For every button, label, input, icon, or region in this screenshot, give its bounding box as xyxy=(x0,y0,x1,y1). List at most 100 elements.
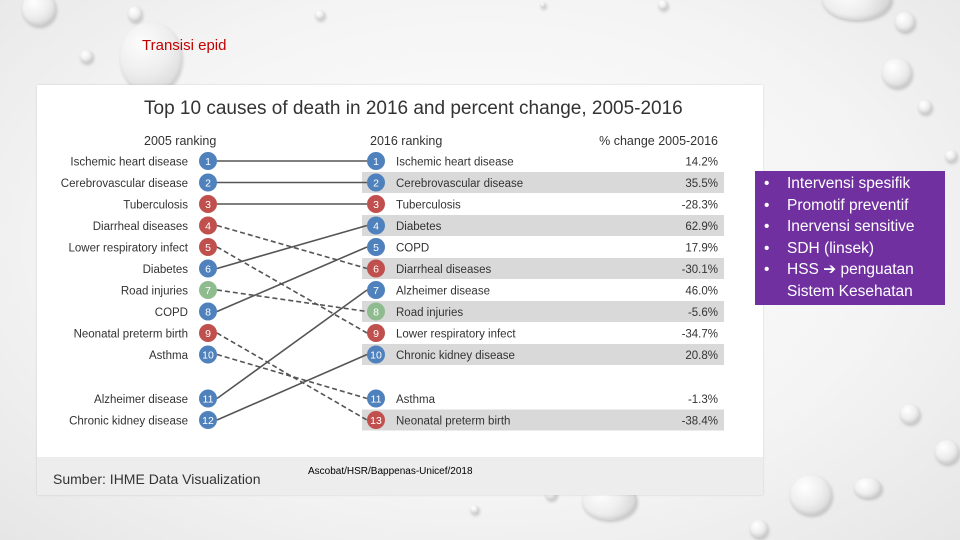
percent-change-value: 35.5% xyxy=(685,178,718,190)
connector-line xyxy=(216,246,368,313)
rank-badge-2005 xyxy=(199,238,217,256)
rank-number-2005: 4 xyxy=(205,221,211,233)
rank-badge-2005 xyxy=(199,259,217,278)
rank-badge-2005 xyxy=(199,324,217,342)
bullet-text: Inervensi sensitive xyxy=(787,218,915,235)
bullet-item: • HSS ➔ penguatan xyxy=(760,259,941,281)
percent-change-value: 20.8% xyxy=(685,350,718,362)
rank-badge-2016 xyxy=(367,411,385,429)
connector-line xyxy=(216,224,368,270)
water-droplet xyxy=(315,10,325,20)
water-droplet xyxy=(945,150,957,162)
bullet-text: SDH (linsek) xyxy=(787,239,874,257)
water-droplet xyxy=(895,12,915,32)
connector-line xyxy=(216,289,368,400)
rank-badge-2005 xyxy=(199,389,217,408)
rank-number-2016: 9 xyxy=(373,328,379,340)
rank-badge-2005 xyxy=(199,173,217,192)
cause-label-2005: Asthma xyxy=(149,350,189,362)
rank-badge-2005 xyxy=(199,411,217,429)
cause-label-2005: Neonatal preterm birth xyxy=(74,329,188,341)
connector-line xyxy=(216,332,368,421)
rank-badge-2016 xyxy=(367,281,385,299)
water-droplet xyxy=(22,0,56,26)
bullet-item: • SDH (linsek) xyxy=(760,238,941,260)
percent-change-value: -34.7% xyxy=(682,329,718,341)
rank-number-2016: 8 xyxy=(373,307,379,319)
cause-label-2005: COPD xyxy=(155,307,188,319)
header-2005-ranking: 2005 ranking xyxy=(144,134,216,148)
rank-badge-2016 xyxy=(367,259,385,278)
connector-line xyxy=(216,353,368,421)
bullet-dot: • xyxy=(764,175,770,192)
connector-line xyxy=(216,224,368,270)
rank-number-2016: 7 xyxy=(373,285,379,297)
water-droplet xyxy=(935,440,959,464)
rank-change-chart: Top 10 causes of death in 2016 and perce… xyxy=(37,85,763,495)
cause-label-2016: Lower respiratory infect xyxy=(396,329,516,341)
chart-image: Top 10 causes of death in 2016 and perce… xyxy=(37,85,763,495)
cause-label-2005: Lower respiratory infect xyxy=(68,243,188,255)
image-credit: Ascobat/HSR/Bappenas-Unicef/2018 xyxy=(308,466,473,477)
chart-title: Top 10 causes of death in 2016 and perce… xyxy=(144,98,683,119)
row-shade xyxy=(362,344,724,365)
rank-number-2016: 13 xyxy=(370,415,382,427)
percent-change-value: 46.0% xyxy=(685,286,718,298)
water-droplet xyxy=(750,520,768,538)
row-shade xyxy=(362,301,724,322)
rank-number-2016: 6 xyxy=(373,264,379,276)
water-droplet xyxy=(790,475,832,515)
cause-label-2016: COPD xyxy=(396,243,429,255)
bullet-item: • Inervensi sensitive xyxy=(760,216,941,238)
row-shade xyxy=(362,409,724,431)
cause-label-2005: Cerebrovascular disease xyxy=(61,178,188,190)
water-droplet xyxy=(918,100,932,114)
rank-number-2005: 9 xyxy=(205,328,211,340)
percent-change-value: -30.1% xyxy=(682,264,718,276)
rank-number-2005: 3 xyxy=(205,199,211,211)
slide-title: Transisi epid xyxy=(142,37,227,54)
cause-label-2016: Road injuries xyxy=(396,307,463,319)
bullet-continuation: Sistem Kesehatan xyxy=(787,282,913,300)
cause-label-2016: Diabetes xyxy=(396,221,442,233)
rank-number-2016: 3 xyxy=(373,199,379,211)
bullet-dot: • xyxy=(764,218,770,235)
rank-number-2016: 4 xyxy=(373,221,379,233)
water-droplet xyxy=(470,505,479,514)
rank-number-2005: 12 xyxy=(202,415,214,427)
rank-badge-2005 xyxy=(199,195,217,213)
header-percent-change: % change 2005-2016 xyxy=(599,134,718,148)
row-shade xyxy=(362,172,724,193)
rank-badge-2005 xyxy=(199,216,217,235)
percent-change-value: 14.2% xyxy=(685,157,718,169)
percent-change-value: -5.6% xyxy=(688,307,718,319)
rank-badge-2016 xyxy=(367,389,385,408)
bullet-text: Intervensi spesifik xyxy=(787,175,911,192)
rank-number-2005: 7 xyxy=(205,285,211,297)
cause-label-2016: Alzheimer disease xyxy=(396,286,490,298)
rank-badge-2005 xyxy=(199,345,217,364)
rank-number-2005: 5 xyxy=(205,242,211,254)
bullet-text: Promotif preventif xyxy=(787,196,909,214)
row-shade xyxy=(362,215,724,236)
rank-number-2016: 5 xyxy=(373,242,379,254)
bullet-dot: • xyxy=(764,239,770,257)
bullet-item: • Intervensi spesifik xyxy=(760,173,941,195)
percent-change-value: -38.4% xyxy=(682,416,718,428)
water-droplet xyxy=(120,22,182,94)
cause-label-2016: Diarrheal diseases xyxy=(396,264,491,276)
connector-line xyxy=(216,289,368,313)
cause-label-2016: Ischemic heart disease xyxy=(396,157,514,169)
bullet-dot: • xyxy=(764,196,770,214)
rank-number-2005: 1 xyxy=(205,156,211,168)
water-droplet xyxy=(822,0,892,20)
rank-badge-2016 xyxy=(367,216,385,235)
percent-change-value: 17.9% xyxy=(685,243,718,255)
rank-badge-2016 xyxy=(367,345,385,364)
rank-badge-2016 xyxy=(367,238,385,256)
rank-number-2005: 11 xyxy=(203,394,214,406)
rank-number-2016: 2 xyxy=(373,178,379,190)
rank-number-2016: 11 xyxy=(371,394,382,406)
cause-label-2016: Cerebrovascular disease xyxy=(396,178,523,190)
rank-badge-2016 xyxy=(367,324,385,342)
